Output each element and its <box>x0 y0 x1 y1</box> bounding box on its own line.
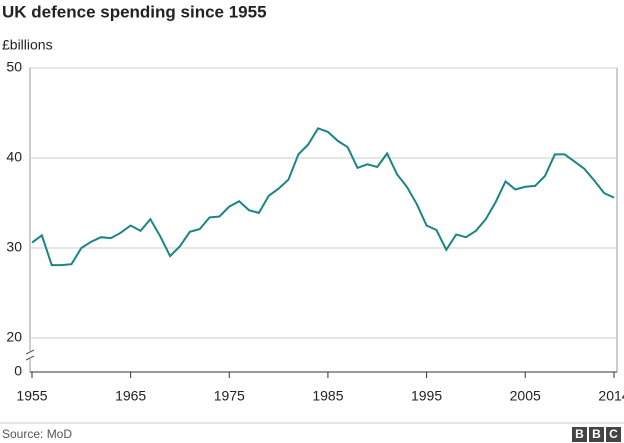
plot-frame <box>29 67 618 373</box>
axis-break-gap <box>26 351 34 359</box>
x-tick-label: 1995 <box>411 388 442 404</box>
axis-break <box>25 349 35 355</box>
y-tick-label: 20 <box>6 329 22 345</box>
x-tick-label: 1985 <box>312 388 343 404</box>
logo-letter: B <box>592 427 601 441</box>
x-tick-label: 1955 <box>16 388 47 404</box>
source: Source: MoD <box>2 427 72 441</box>
logo-letter: C <box>609 427 618 441</box>
x-tick-label: 2005 <box>510 388 541 404</box>
y-tick-label: 40 <box>6 149 22 165</box>
logo-box <box>572 427 587 442</box>
chart-title: UK defence spending since 1955 <box>2 2 267 21</box>
y-axis-label: £billions <box>2 37 53 53</box>
data-line <box>31 127 615 267</box>
logo-box <box>589 427 604 442</box>
x-tick-label: 2014 <box>598 388 624 404</box>
logo-box <box>606 427 621 442</box>
y-tick-label: 50 <box>6 59 22 75</box>
y-tick-label: 30 <box>6 239 22 255</box>
axis-break <box>25 355 35 361</box>
x-tick-label: 1975 <box>214 388 245 404</box>
logo-letter: B <box>575 427 584 441</box>
x-tick-label: 1965 <box>115 388 146 404</box>
y-tick-label: 0 <box>14 363 22 379</box>
